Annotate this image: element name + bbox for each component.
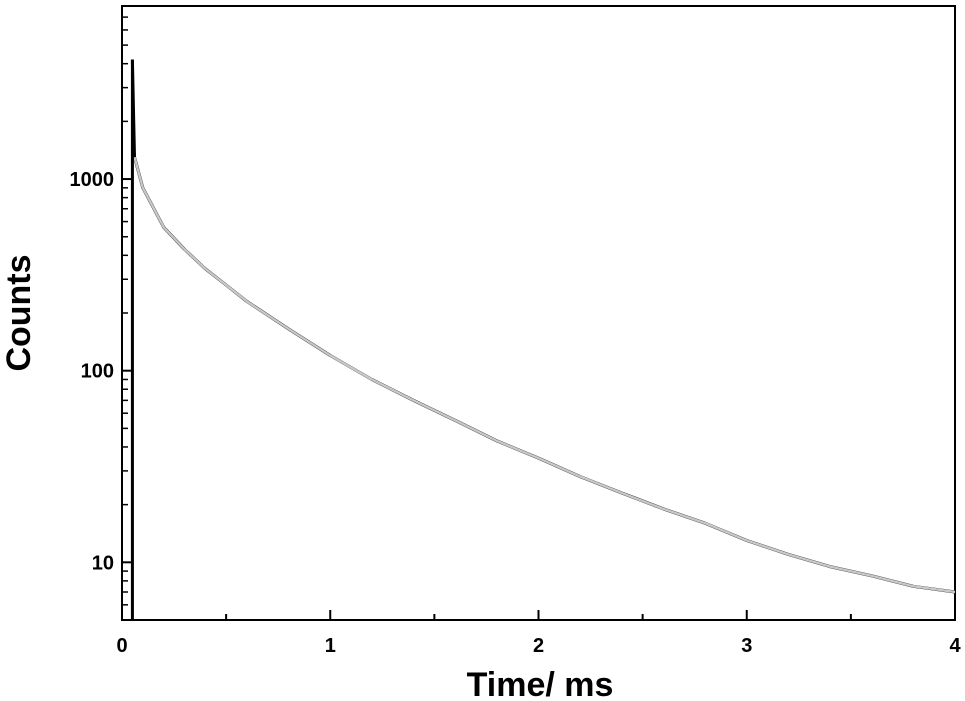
y-tick-label: 10 [92,552,114,574]
x-tick-label: 4 [949,635,961,657]
x-tick-label: 2 [533,635,544,657]
series-layer [130,59,956,620]
y-axis-title: Counts [0,254,38,371]
x-axis: 0 1 2 3 4 [116,610,961,657]
x-tick-label: 0 [116,635,127,657]
y-tick-label: 100 [81,361,114,383]
x-axis-title: Time/ ms [467,666,614,701]
x-tick-label: 3 [741,635,752,657]
y-axis: 10 100 1000 [70,16,132,606]
measured-decay-line [130,59,956,594]
plot-frame [121,5,956,621]
y-tick-label: 1000 [70,169,115,191]
fit-line [133,156,956,594]
x-tick-label: 1 [325,635,336,657]
